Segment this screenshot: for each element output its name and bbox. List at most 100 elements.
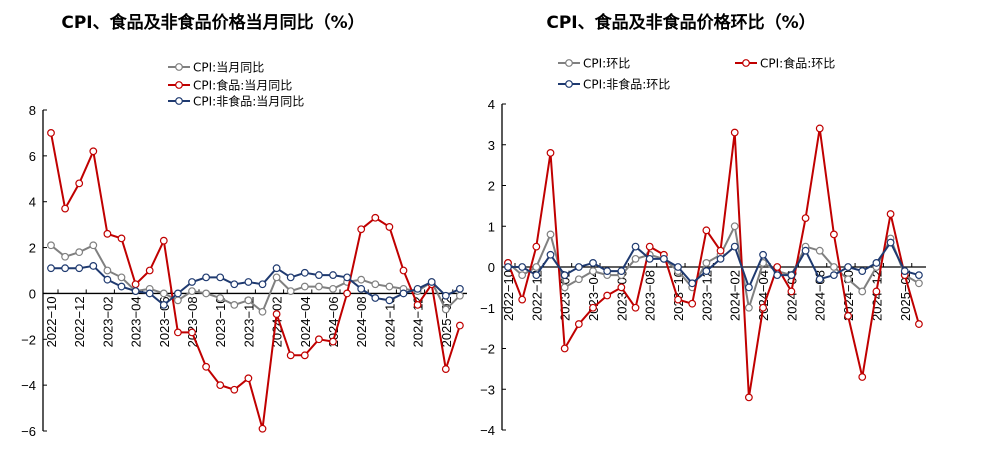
y-tick-label: 0 [488, 260, 495, 275]
data-point [830, 263, 838, 271]
legend-item: CPI:当月同比 [168, 61, 264, 75]
data-point [617, 267, 626, 275]
x-tick-label: 2022−12 [72, 296, 87, 347]
data-point [343, 289, 352, 298]
data-point [385, 223, 394, 231]
data-point [159, 236, 168, 245]
data-point [730, 128, 739, 137]
data-point [441, 305, 450, 314]
data-point [518, 271, 527, 280]
data-point [844, 263, 852, 271]
data-point [117, 234, 126, 243]
data-point [518, 295, 527, 304]
data-point [801, 246, 810, 255]
data-point [730, 242, 739, 251]
data-point [329, 284, 337, 293]
data-point [258, 280, 267, 289]
y-tick-label: 0 [29, 286, 36, 301]
data-point [315, 335, 323, 344]
data-point [617, 283, 626, 292]
data-point [674, 263, 682, 271]
data-point [315, 282, 323, 291]
legend-marker [175, 81, 183, 89]
legend-marker [565, 59, 573, 67]
data-point [272, 273, 281, 282]
data-point [744, 283, 753, 292]
y-tick-label: −3 [480, 382, 495, 397]
x-tick-label: 2024−08 [813, 270, 828, 321]
data-point [532, 263, 541, 271]
legend-label: CPI:食品:环比 [760, 56, 835, 71]
data-point [574, 320, 583, 328]
data-point [759, 303, 767, 312]
data-point [202, 289, 211, 298]
data-point [103, 266, 112, 275]
y-tick-label: 2 [29, 241, 36, 256]
x-tick-label: 2023−12 [241, 296, 256, 347]
data-point [773, 263, 782, 271]
x-tick-label: 2023−04 [129, 296, 144, 347]
data-point [560, 344, 569, 353]
series-2 [47, 129, 464, 433]
data-point [441, 365, 450, 373]
data-point [589, 303, 597, 312]
data-point [75, 248, 84, 257]
y-tick-label: 1 [488, 219, 495, 234]
legend-marker [565, 80, 573, 88]
data-point [858, 373, 867, 381]
data-point [830, 230, 838, 239]
data-point [844, 275, 852, 284]
data-point [631, 242, 640, 251]
data-point [272, 264, 281, 273]
y-tick-label: 6 [29, 149, 36, 164]
legend-item: CPI:非食品:环比 [558, 77, 670, 92]
data-point [286, 287, 295, 296]
x-tick-label: 2024−12 [411, 296, 426, 347]
legend-marker [175, 63, 183, 71]
chart-title: CPI、食品及非食品价格当月同比（%） [61, 12, 364, 33]
x-tick-label: 2024−10 [382, 296, 397, 347]
data-point [631, 254, 640, 263]
data-point [173, 296, 182, 305]
data-point [872, 259, 881, 267]
data-point [441, 291, 450, 300]
data-point [145, 266, 154, 275]
data-point [844, 312, 852, 320]
data-point [900, 267, 909, 275]
data-point [357, 284, 366, 293]
y-tick-label: 2 [488, 179, 495, 194]
data-point [744, 303, 753, 312]
data-point [216, 294, 225, 302]
data-point [688, 299, 697, 308]
data-point [702, 259, 711, 267]
data-point [329, 337, 337, 346]
chart-2: CPI、食品及非食品价格环比（%） −4 −3 −2 −1 0 1 2 3 4 2022−10 202… [480, 12, 926, 438]
data-point [456, 321, 464, 330]
legend-label: CPI:食品:当月同比 [193, 78, 292, 93]
data-point [202, 362, 211, 371]
x-tick-label: 2024−06 [784, 270, 799, 321]
data-point [730, 222, 739, 231]
y-tick-label: 8 [29, 103, 36, 118]
y-tick-label: 4 [29, 195, 36, 210]
data-point [645, 242, 654, 251]
data-point [427, 278, 436, 286]
y-tick-label: −2 [21, 332, 36, 347]
data-point [315, 271, 323, 279]
data-point [815, 124, 824, 133]
data-point [131, 287, 140, 296]
data-point [546, 250, 555, 259]
data-point [131, 280, 140, 289]
data-point [532, 271, 541, 280]
chart-title: CPI、食品及非食品价格环比（%） [546, 12, 815, 33]
x-tick-label: 2024−06 [326, 296, 341, 347]
data-point [61, 204, 69, 213]
data-point [159, 300, 168, 309]
data-point [75, 179, 84, 188]
data-point [504, 263, 512, 271]
data-point [230, 280, 239, 289]
data-point [787, 271, 796, 280]
data-point [385, 282, 394, 291]
data-point [702, 226, 711, 235]
data-point [103, 275, 112, 284]
